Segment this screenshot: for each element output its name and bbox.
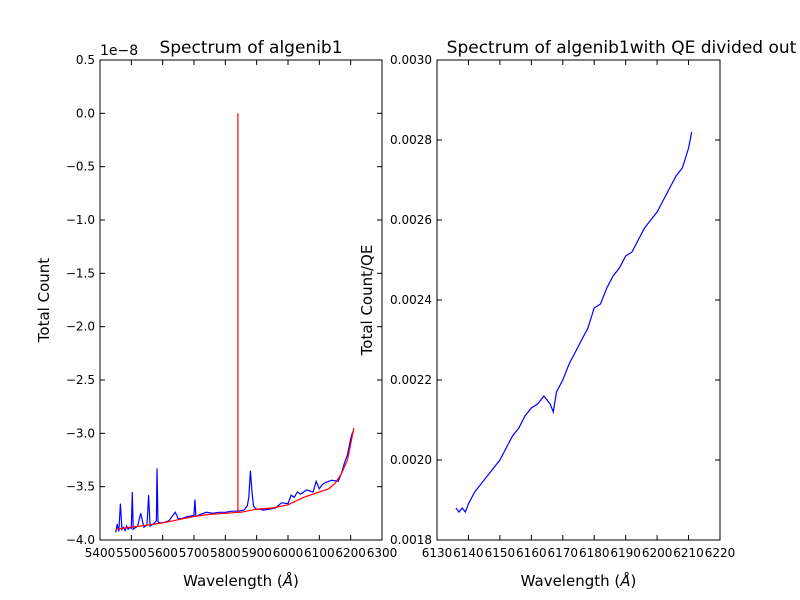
left-x-tick-label: 5600 — [147, 546, 178, 560]
left-plot-panel: 5400 5500 5600 5700 5800 5900 6000 6100 6200 6300… — [35, 38, 397, 590]
left-plot-series — [115, 113, 355, 533]
right-plot-frame — [436, 59, 721, 541]
right-x-tick-label: 6150 — [485, 546, 516, 560]
right-y-tick-label: 0.0020 — [390, 453, 432, 467]
right-y-tick-label: 0.0022 — [390, 373, 432, 387]
left-plot-y-axis-label: Total Count — [35, 258, 53, 343]
left-y-tick-label: −3.5 — [66, 480, 95, 494]
right-x-tick-label: 6160 — [516, 546, 547, 560]
left-x-tick-label: 6300 — [367, 546, 398, 560]
left-plot-frame — [99, 59, 383, 541]
right-x-tick-label: 6190 — [610, 546, 641, 560]
left-plot-ticks: 5400 5500 5600 5700 5800 5900 6000 6100 6200 6300… — [66, 53, 397, 560]
left-x-tick-label: 5800 — [210, 546, 241, 560]
left-y-tick-label: −0.5 — [66, 160, 95, 174]
right-plot-title: Spectrum of algenib1with QE divided out — [447, 38, 797, 58]
right-plot-series — [455, 131, 693, 514]
left-x-tick-label: 6000 — [273, 546, 304, 560]
left-y-tick-label: −4.0 — [66, 533, 95, 547]
left-plot-x-axis-label: Wavelength (Å) — [183, 571, 299, 590]
right-x-tick-label: 6180 — [579, 546, 610, 560]
right-y-tick-label: 0.0026 — [390, 213, 432, 227]
left-y-tick-label: −1.0 — [66, 213, 95, 227]
right-x-tick-label: 6200 — [642, 546, 673, 560]
left-series-0-line — [115, 430, 355, 533]
left-x-tick-label: 5500 — [116, 546, 147, 560]
right-y-tick-label: 0.0030 — [390, 53, 432, 67]
right-plot-panel: 6130 6140 6150 6160 6170 6180 6190 6200 6210 6220… — [358, 38, 797, 590]
left-y-tick-label: −3.0 — [66, 426, 95, 440]
left-x-tick-label: 5400 — [85, 546, 116, 560]
right-x-tick-label: 6140 — [453, 546, 484, 560]
left-y-tick-label: 0.5 — [76, 53, 95, 67]
right-plot-x-axis-label: Wavelength (Å) — [521, 571, 637, 590]
left-y-tick-label: −2.0 — [66, 320, 95, 334]
right-plot-ticks: 6130 6140 6150 6160 6170 6180 6190 6200 6210 6220… — [390, 53, 735, 560]
right-series-0-line — [455, 131, 693, 514]
right-x-tick-label: 6210 — [673, 546, 704, 560]
right-y-tick-label: 0.0018 — [390, 533, 432, 547]
left-y-tick-label: −2.5 — [66, 373, 95, 387]
left-plot-title: Spectrum of algenib1 — [159, 38, 342, 58]
left-plot-offset-label: 1e−8 — [100, 43, 138, 59]
left-x-tick-label: 5700 — [179, 546, 210, 560]
left-series-1-line — [115, 113, 355, 530]
right-y-tick-label: 0.0024 — [390, 293, 432, 307]
right-x-tick-label: 6130 — [422, 546, 453, 560]
right-y-tick-label: 0.0028 — [390, 133, 432, 147]
left-y-tick-label: −1.5 — [66, 266, 95, 280]
left-x-tick-label: 6100 — [304, 546, 335, 560]
right-x-tick-label: 6220 — [705, 546, 736, 560]
left-y-tick-label: 0.0 — [76, 106, 95, 120]
right-x-tick-label: 6170 — [548, 546, 579, 560]
right-plot-y-axis-label: Total Count/QE — [358, 245, 376, 357]
left-x-tick-label: 5900 — [241, 546, 272, 560]
left-x-tick-label: 6200 — [335, 546, 366, 560]
